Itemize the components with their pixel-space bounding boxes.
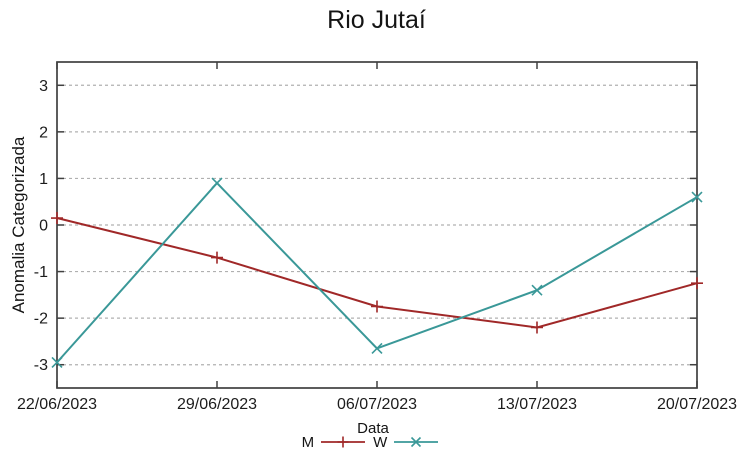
legend-label-M: M — [301, 433, 315, 451]
y-tick-label--1: -1 — [34, 264, 48, 281]
legend-sample-W — [394, 436, 439, 448]
series-M-marker-plus — [371, 300, 383, 313]
legend-item-W: W — [373, 433, 439, 451]
x-tick-label-0: 22/06/2023 — [17, 396, 97, 413]
y-tick-label-2: 2 — [39, 124, 48, 141]
series-W-marker-cross — [691, 191, 703, 203]
x-tick-label-3: 13/07/2023 — [497, 396, 577, 413]
series-M-marker-plus — [211, 251, 223, 264]
legend-item-M: M — [302, 434, 366, 451]
series-W-marker-cross — [211, 177, 223, 189]
series-M-marker-plus — [531, 321, 543, 334]
y-tick-label--2: -2 — [34, 311, 48, 328]
series-W-marker-cross — [51, 356, 63, 368]
y-tick-label-3: 3 — [39, 78, 48, 95]
series-M-marker-plus — [51, 212, 63, 225]
legend-marker-cross-icon — [411, 436, 422, 448]
x-tick-label-2: 06/07/2023 — [337, 396, 417, 413]
legend-sample-M — [321, 436, 366, 448]
legend-marker-plus-icon — [337, 436, 349, 448]
series-W-marker-cross — [531, 284, 543, 296]
y-tick-label-0: 0 — [39, 218, 48, 235]
series-line-W — [56, 181, 698, 364]
x-tick-label-4: 20/07/2023 — [657, 396, 737, 413]
chart-title: Rio Jutaí — [327, 6, 426, 34]
series-W-marker-cross — [371, 342, 383, 354]
series-M-marker-plus — [691, 277, 703, 290]
y-tick-label--3: -3 — [34, 357, 48, 374]
x-axis-label: Data — [357, 420, 389, 437]
legend-label-W: W — [373, 433, 388, 451]
x-tick-label-1: 29/06/2023 — [177, 396, 257, 413]
y-tick-label-1: 1 — [39, 171, 48, 188]
